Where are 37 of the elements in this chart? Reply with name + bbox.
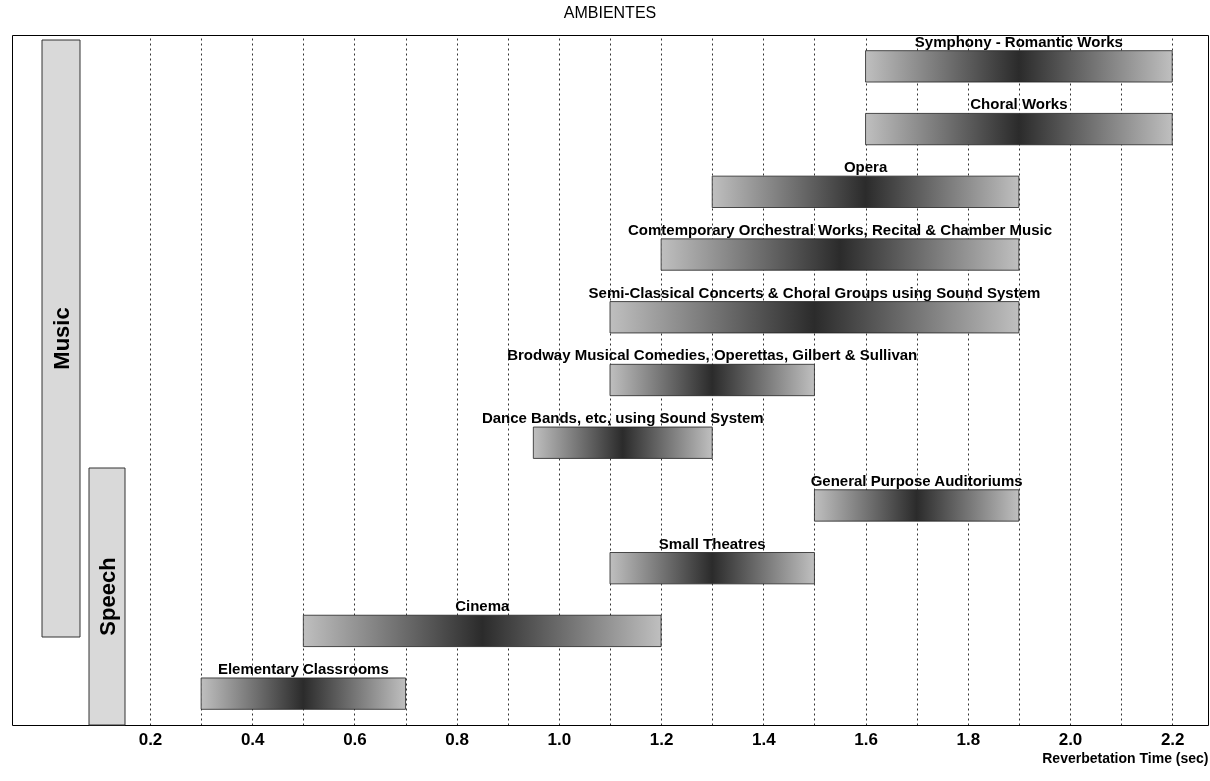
y-tick-label: Brodway Musical Comedies, Operettas, Gilbert & Sullivan bbox=[507, 346, 918, 364]
bar bbox=[711, 175, 1020, 208]
x-axis-title: Reverbetation Time (sec) bbox=[1042, 749, 1209, 766]
y-tick-label: Opera bbox=[843, 158, 888, 176]
annotation: Speech bbox=[95, 557, 120, 636]
y-tick-label: Semi-Classical Concerts & Choral Groups using Sound System bbox=[588, 283, 1041, 301]
y-tick-label: General Purpose Auditoriums bbox=[810, 471, 1023, 489]
y-tick-label: Small Theatres bbox=[658, 534, 766, 552]
bar bbox=[609, 552, 815, 585]
annotation: Music bbox=[49, 307, 74, 370]
bar bbox=[532, 426, 713, 459]
y-tick-label: Dance Bands, etc, using Sound System bbox=[481, 409, 764, 427]
y-tick-label: Cinema bbox=[455, 597, 510, 615]
y-tick-label: Symphony - Romantic Works bbox=[914, 32, 1123, 50]
x-tick-label: 0.4 bbox=[240, 729, 266, 749]
y-tick-label: Elementary Classrooms bbox=[217, 659, 389, 677]
x-tick-label: 0.8 bbox=[445, 729, 469, 749]
bar bbox=[865, 50, 1173, 83]
x-tick-label: 2.0 bbox=[1058, 729, 1083, 749]
x-tick-label: 0.6 bbox=[343, 729, 367, 749]
bar bbox=[609, 363, 815, 397]
bar bbox=[865, 113, 1173, 146]
bar bbox=[200, 677, 406, 710]
x-tick-label: 0.2 bbox=[138, 729, 163, 749]
x-tick-label: 2.2 bbox=[1160, 729, 1185, 749]
bar bbox=[302, 614, 662, 647]
x-tick-label: 1.0 bbox=[547, 729, 572, 749]
x-tick-label: 1.4 bbox=[752, 729, 777, 749]
bar bbox=[609, 301, 1020, 334]
x-tick-label: 1.2 bbox=[649, 729, 674, 749]
y-tick-label: Choral Works bbox=[970, 95, 1068, 113]
chart-title: AMBIENTES bbox=[563, 3, 657, 21]
x-tick-label: 1.8 bbox=[956, 729, 981, 749]
x-tick-label: 1.6 bbox=[854, 729, 878, 749]
y-tick-label: Comtemporary Orchestral Works, Recital & Chamber Music bbox=[627, 220, 1053, 238]
bar bbox=[814, 489, 1020, 522]
bar bbox=[660, 238, 1020, 271]
